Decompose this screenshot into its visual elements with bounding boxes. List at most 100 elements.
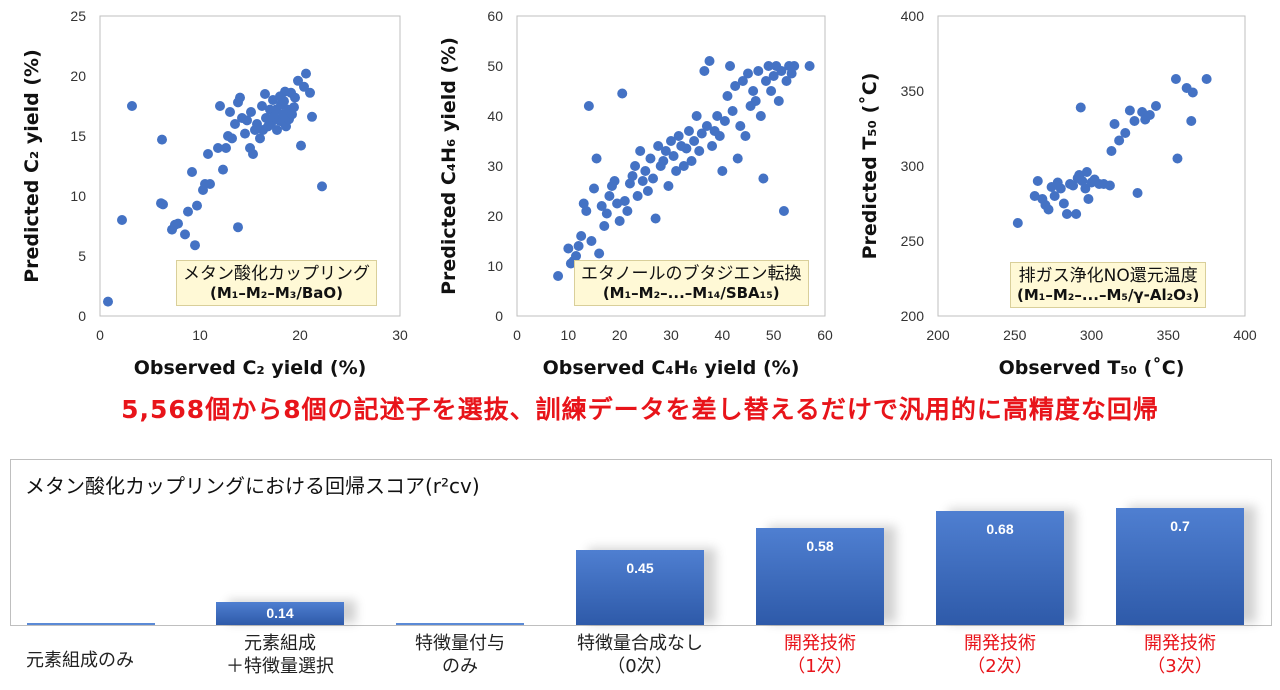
bar-value-label: 0.68 bbox=[986, 521, 1014, 538]
x-tick-label: 10 bbox=[192, 327, 208, 343]
scatter-plot-c4h6: 0 10 20 30 40 50 60 0 10 20 30 40 50 60 Observed C₄H₆ … bbox=[430, 0, 850, 385]
data-point bbox=[576, 231, 587, 241]
data-point bbox=[586, 236, 597, 246]
data-point bbox=[225, 107, 235, 117]
data-point bbox=[272, 125, 282, 135]
category-label-5: 開発技術 （2次） bbox=[910, 633, 1090, 678]
data-point bbox=[240, 128, 250, 139]
data-point bbox=[737, 76, 748, 86]
x-tick-label: 350 bbox=[1157, 327, 1181, 343]
y-tick-label: 30 bbox=[487, 158, 503, 174]
bar-4: 0.58 bbox=[756, 528, 884, 625]
x-tick-label: 20 bbox=[292, 327, 308, 343]
category-label-line: のみ bbox=[442, 655, 478, 677]
data-point bbox=[1083, 194, 1094, 204]
plot-frame bbox=[99, 15, 401, 317]
x-tick-label: 10 bbox=[561, 327, 577, 343]
annotation-no-line2: (M₁–M₂–...–M₅/γ-Al₂O₃) bbox=[1017, 286, 1200, 305]
data-point bbox=[255, 133, 265, 144]
data-point bbox=[591, 153, 602, 164]
bar-3: 0.45 bbox=[576, 549, 704, 625]
annotation-no-line1: 排ガス浄化NO還元温度 bbox=[1018, 266, 1198, 286]
data-point bbox=[290, 92, 300, 103]
data-point bbox=[221, 143, 231, 153]
data-point bbox=[681, 143, 692, 154]
data-point bbox=[203, 149, 213, 159]
category-label-line: 特徴量合成なし bbox=[577, 633, 703, 654]
data-point bbox=[617, 88, 628, 99]
data-point bbox=[1012, 218, 1023, 228]
data-point bbox=[763, 61, 774, 71]
category-label-4: 開発技術 （1次） bbox=[730, 633, 910, 678]
data-point bbox=[1201, 74, 1212, 84]
data-point bbox=[1106, 146, 1117, 156]
data-point bbox=[1129, 116, 1140, 126]
data-point bbox=[583, 101, 594, 111]
data-point bbox=[581, 206, 592, 216]
data-point bbox=[1075, 102, 1086, 113]
annotation-butadiene-line1: エタノールのブタジエン転換 bbox=[581, 264, 802, 284]
category-label-6: 開発技術 （3次） bbox=[1090, 633, 1270, 678]
bar-value-label: 0.45 bbox=[626, 559, 654, 576]
data-point bbox=[712, 111, 723, 121]
y-tick-label: 250 bbox=[901, 233, 925, 249]
data-point bbox=[701, 121, 712, 131]
data-point bbox=[599, 221, 610, 231]
bar-1: 0.14 bbox=[216, 601, 344, 625]
data-point bbox=[1071, 209, 1082, 219]
data-point bbox=[760, 76, 771, 86]
y-tick-label: 0 bbox=[495, 308, 503, 324]
data-point bbox=[296, 140, 306, 151]
data-point bbox=[289, 102, 299, 113]
data-point bbox=[1055, 183, 1066, 194]
data-point bbox=[740, 131, 751, 141]
data-point bbox=[205, 179, 215, 189]
data-point bbox=[192, 200, 202, 211]
category-label-line: 元素組成のみ bbox=[26, 650, 134, 671]
data-point bbox=[235, 92, 245, 103]
data-point bbox=[691, 111, 702, 121]
x-axis-title: Observed T₅₀ (˚C) bbox=[999, 356, 1185, 379]
y-tick-label: 60 bbox=[487, 8, 503, 24]
bar-chart-panel: メタン酸化カップリングにおける回帰スコア(r²cv) 0.14 0.45 0.58 0… bbox=[10, 459, 1272, 626]
x-tick-label: 50 bbox=[766, 327, 782, 343]
data-point bbox=[614, 216, 625, 226]
data-point bbox=[1081, 167, 1092, 177]
data-point bbox=[789, 61, 800, 71]
category-label-line: （2次） bbox=[967, 655, 1033, 677]
data-point bbox=[758, 173, 769, 184]
data-point bbox=[707, 141, 718, 151]
data-point bbox=[190, 240, 200, 251]
y-tick-label: 40 bbox=[487, 108, 503, 124]
plot-frame bbox=[937, 15, 1246, 317]
data-point bbox=[573, 241, 584, 251]
data-point bbox=[660, 146, 671, 156]
data-point bbox=[301, 68, 311, 79]
data-point bbox=[768, 71, 779, 81]
data-point bbox=[743, 68, 753, 79]
bar-2 bbox=[396, 623, 524, 625]
x-axis-title: Observed C₄H₆ yield (%) bbox=[543, 357, 800, 379]
data-point bbox=[1144, 110, 1155, 120]
data-point bbox=[215, 101, 225, 111]
data-point bbox=[732, 153, 743, 164]
data-point bbox=[666, 136, 676, 146]
y-tick-label: 350 bbox=[901, 83, 925, 99]
data-point bbox=[727, 106, 738, 116]
x-tick-label: 250 bbox=[1003, 327, 1027, 343]
data-point bbox=[753, 66, 764, 76]
annotation-butadiene: エタノールのブタジエン転換 (M₁–M₂–...–M₁₄/SBA₁₅) bbox=[574, 260, 809, 307]
data-point bbox=[601, 208, 612, 219]
scatter-plot-c2: 0 10 20 30 0 5 10 15 20 25 Observed C₂ yield (%) Pr… bbox=[0, 0, 420, 385]
data-point bbox=[248, 149, 258, 159]
data-point bbox=[778, 206, 789, 216]
data-point bbox=[307, 111, 317, 122]
data-point bbox=[183, 206, 193, 217]
data-point bbox=[632, 191, 643, 201]
scatter-svg-c2: 0 10 20 30 0 5 10 15 20 25 Observed C₂ yield (%) Pr… bbox=[21, 8, 408, 379]
data-point bbox=[257, 101, 267, 111]
data-point bbox=[1124, 105, 1135, 116]
data-point bbox=[233, 222, 243, 233]
data-point bbox=[242, 115, 252, 126]
data-point bbox=[642, 186, 653, 196]
